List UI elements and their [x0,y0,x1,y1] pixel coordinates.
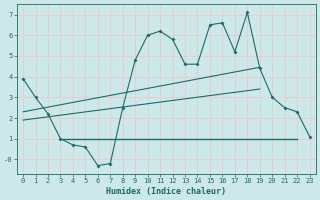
X-axis label: Humidex (Indice chaleur): Humidex (Indice chaleur) [106,187,226,196]
